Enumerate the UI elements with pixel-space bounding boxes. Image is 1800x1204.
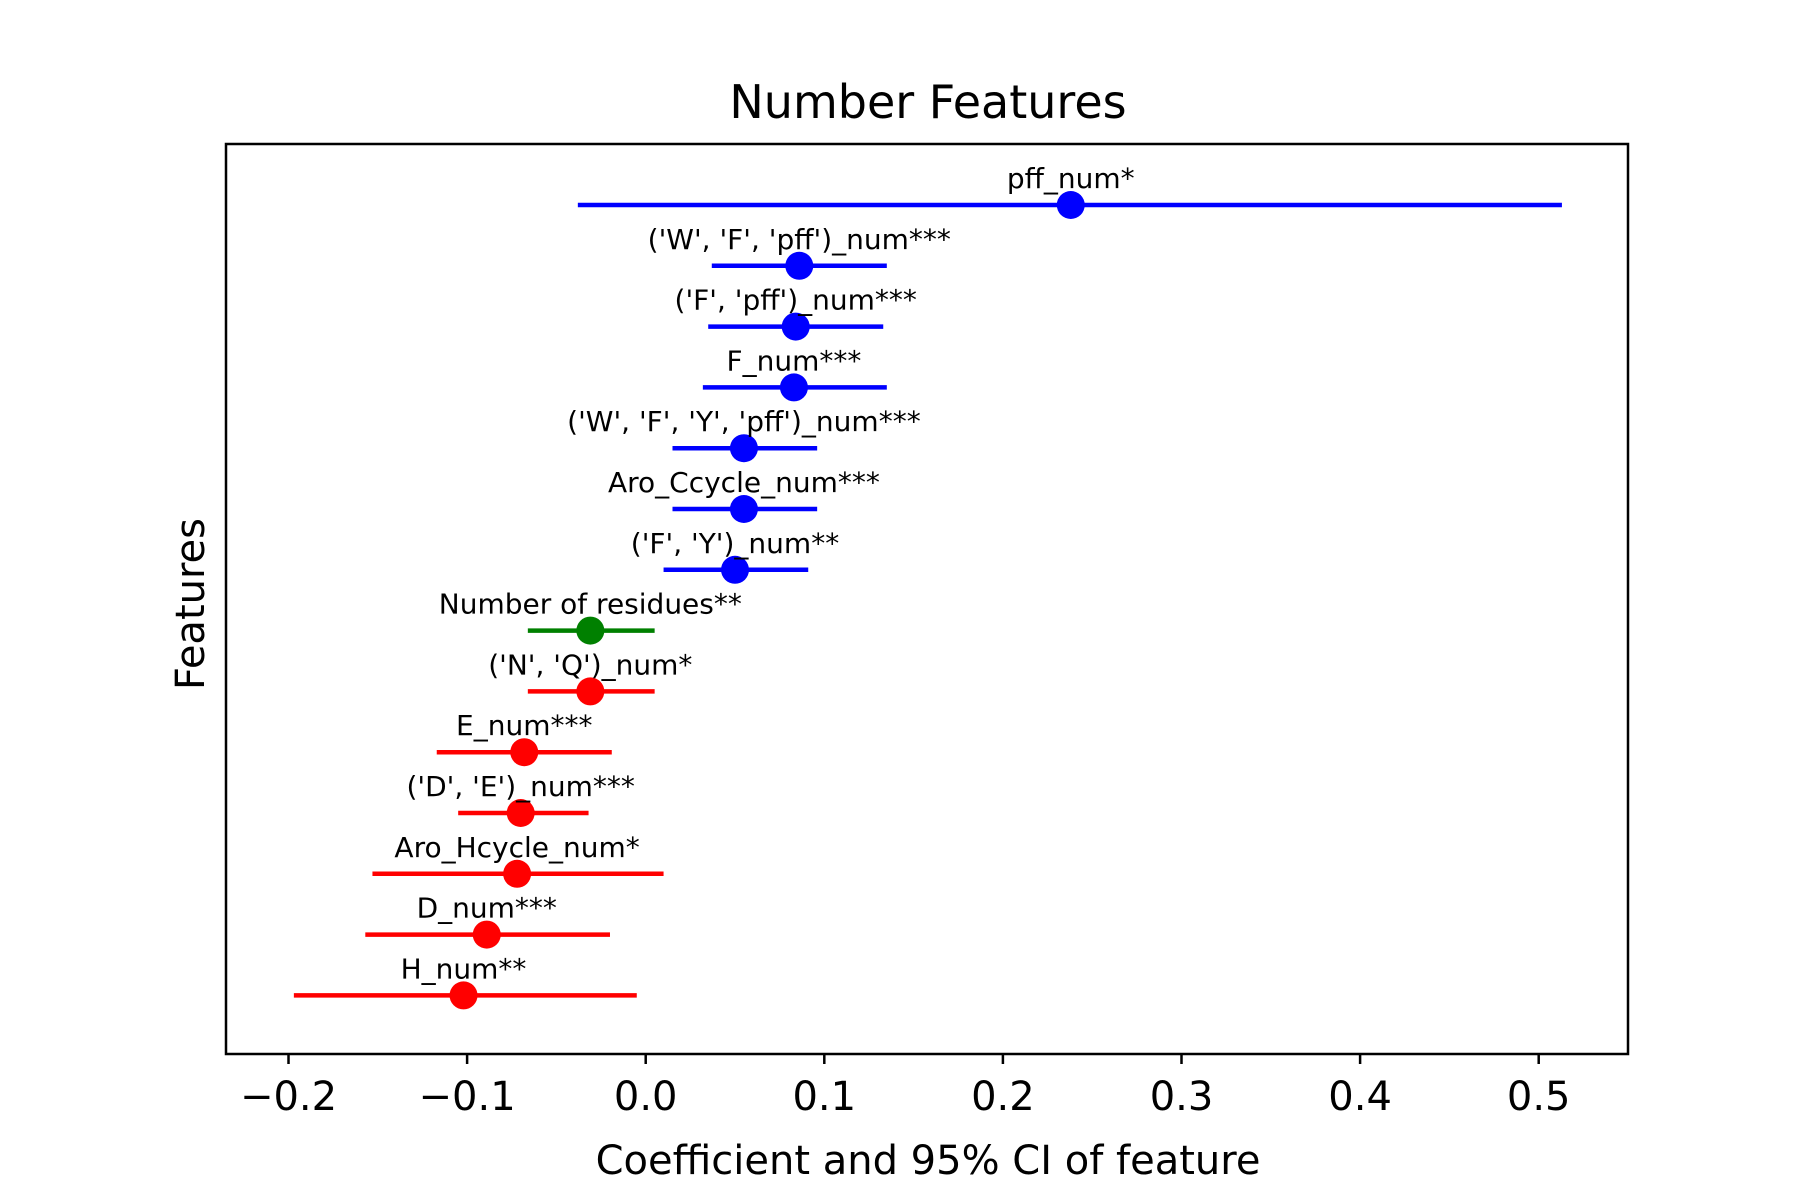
feature-label: ('W', 'F', 'pff')_num*** xyxy=(648,223,951,256)
coefficient-point xyxy=(449,981,478,1010)
feature-row: ('W', 'F', 'Y', 'pff')_num*** xyxy=(567,405,921,463)
coefficient-point xyxy=(503,859,532,888)
x-tick-label: 0.5 xyxy=(1507,1074,1571,1120)
feature-label: E_num*** xyxy=(456,709,592,742)
x-tick-label: 0.2 xyxy=(971,1074,1035,1120)
feature-row: Number of residues** xyxy=(439,588,742,645)
coefficient-point xyxy=(721,555,750,584)
coefficient-point xyxy=(576,616,605,645)
coefficient-point xyxy=(510,738,539,767)
coefficient-point xyxy=(779,373,808,402)
feature-label: H_num** xyxy=(401,952,527,985)
coefficient-point xyxy=(576,677,605,706)
feature-label: pff_num* xyxy=(1007,162,1135,195)
y-axis-label: Features xyxy=(168,518,214,690)
feature-label: ('N', 'Q')_num* xyxy=(488,648,692,681)
feature-row: ('F', 'pff')_num*** xyxy=(675,284,917,341)
feature-label: ('D', 'E')_num*** xyxy=(406,770,634,803)
coefficient-point xyxy=(506,799,535,827)
feature-label: Aro_Hcycle_num* xyxy=(394,831,639,864)
feature-label: Aro_Ccycle_num*** xyxy=(608,466,880,499)
feature-row: F_num*** xyxy=(702,344,887,402)
feature-label: D_num*** xyxy=(417,892,557,925)
feature-row: Aro_Hcycle_num* xyxy=(372,831,664,888)
feature-row: D_num*** xyxy=(365,892,610,949)
chart-title: Number Features xyxy=(729,75,1126,129)
plot-frame xyxy=(224,142,1630,1056)
coefficient-point xyxy=(729,434,758,463)
feature-row: pff_num* xyxy=(577,162,1562,219)
coefficient-point xyxy=(472,920,501,949)
feature-row: ('N', 'Q')_num* xyxy=(488,648,692,706)
feature-row: ('W', 'F', 'pff')_num*** xyxy=(648,223,951,280)
plot-area: −0.2 −0.1 0.0 0.1 0.2 0.3 0.4 0.5 pff_num* ('W', … xyxy=(240,162,1571,1120)
coefficient-point xyxy=(781,312,810,341)
x-tick-label: −0.2 xyxy=(240,1074,337,1120)
coefficient-point xyxy=(1056,191,1085,219)
feature-row: H_num** xyxy=(293,952,637,1010)
x-tick-label: 0.3 xyxy=(1150,1074,1214,1120)
x-tick-label: 0.0 xyxy=(614,1074,678,1120)
feature-label: ('F', 'pff')_num*** xyxy=(675,284,917,317)
feature-row: ('F', 'Y')_num** xyxy=(631,527,839,584)
feature-row: Aro_Ccycle_num*** xyxy=(608,466,880,523)
feature-label: ('F', 'Y')_num** xyxy=(631,527,839,560)
feature-row: ('D', 'E')_num*** xyxy=(406,770,635,827)
feature-row: E_num*** xyxy=(436,709,612,767)
feature-label: Number of residues** xyxy=(439,588,742,621)
coefficient-point xyxy=(729,495,758,523)
x-axis-label: Coefficient and 95% CI of feature xyxy=(596,1138,1261,1184)
x-tick-label: 0.1 xyxy=(792,1074,856,1120)
feature-label: ('W', 'F', 'Y', 'pff')_num*** xyxy=(567,405,921,438)
feature-label: F_num*** xyxy=(727,344,862,377)
coefficient-point xyxy=(785,251,814,280)
x-tick-label: −0.1 xyxy=(419,1074,516,1120)
x-tick-label: 0.4 xyxy=(1328,1074,1392,1120)
